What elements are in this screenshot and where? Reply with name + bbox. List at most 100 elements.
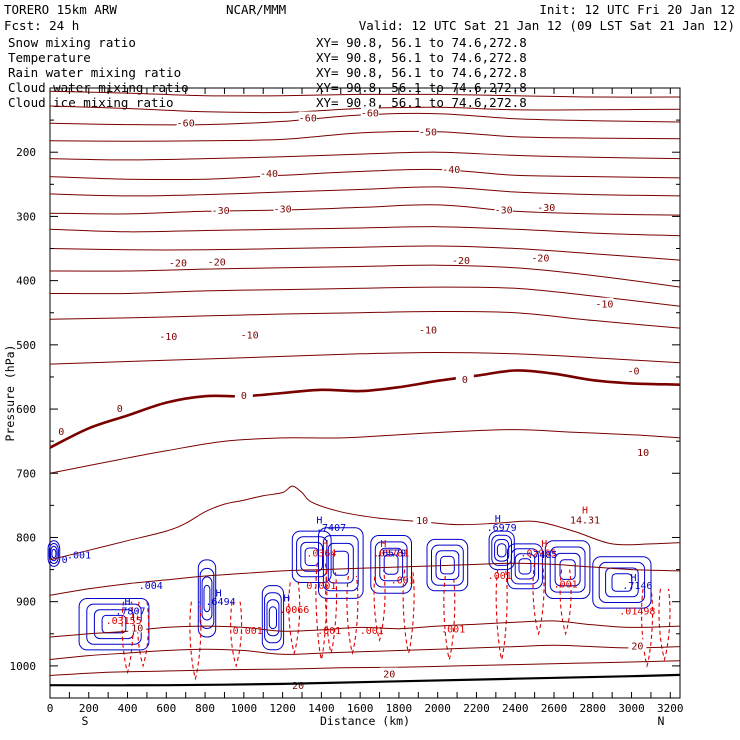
y-tick-label: 1000 bbox=[10, 660, 37, 673]
contour-label-bg bbox=[442, 162, 461, 174]
cloud-water-contour-label: .7146 bbox=[622, 581, 652, 592]
temperature-contour bbox=[49, 660, 681, 676]
temperature-contour bbox=[49, 562, 681, 596]
cloud-water-contour-label: .004 bbox=[139, 581, 163, 592]
temperature-contour-label: -10 bbox=[595, 300, 613, 311]
cloud-water-contour bbox=[554, 552, 581, 587]
valid-time: Valid: 12 UTC Sat 21 Jan 12 (09 LST Sat … bbox=[359, 18, 735, 33]
cloud-water-contour bbox=[322, 535, 359, 592]
temperature-contour-label: 0 bbox=[58, 427, 64, 438]
cloud-water-contour bbox=[549, 546, 586, 593]
cloud-water-contour bbox=[203, 584, 211, 613]
cloud-water-contour bbox=[598, 561, 646, 604]
temperature-contour-label: -30 bbox=[537, 203, 555, 214]
endpoint-right: N bbox=[658, 714, 665, 728]
rain-contour-label: 0.001 bbox=[306, 581, 336, 592]
axes: 0 200 400 600 800 1000 1200 1400 1600 1800 2000 220… bbox=[10, 87, 684, 715]
contour-label-bg bbox=[159, 329, 178, 341]
cloud-water-contour bbox=[379, 547, 404, 582]
y-tick-label: 800 bbox=[16, 531, 36, 544]
y-tick-label: 900 bbox=[16, 596, 36, 609]
cloud-water-contour bbox=[48, 543, 59, 564]
temperature-contour-label: -10 bbox=[159, 332, 177, 343]
contour-label-bg bbox=[380, 667, 399, 679]
temperature-contour bbox=[49, 644, 681, 660]
high-marker: H bbox=[582, 506, 588, 517]
rain-contour-label: .001 bbox=[441, 625, 465, 636]
cloud-water-contour-label: .7407 bbox=[316, 523, 346, 534]
cloud-water-contour-label: .6494 bbox=[206, 597, 236, 608]
temperature-contour bbox=[49, 351, 681, 365]
y-tick-label: 200 bbox=[16, 146, 36, 159]
cloud-water-contour bbox=[50, 545, 58, 562]
cloud-water-contour bbox=[605, 567, 639, 598]
cloud-water-contour bbox=[544, 540, 591, 600]
legend-entry-xy: XY= 90.8, 56.1 to 74.6,272.8 bbox=[316, 65, 527, 80]
cloud-water-contour bbox=[332, 550, 349, 576]
cloud-water-contour-label: .0 bbox=[56, 555, 68, 566]
cloud-water-contour bbox=[318, 527, 364, 599]
y-tick-label: 500 bbox=[16, 339, 36, 352]
cloud-water-contour-label: .7807 bbox=[115, 607, 145, 618]
temperature-contour-label: -40 bbox=[442, 165, 460, 176]
temperature-contour bbox=[49, 105, 681, 114]
cloud-water-contour-label: .6979 bbox=[487, 523, 517, 534]
rain-contour bbox=[559, 569, 572, 636]
cloud-water-contour bbox=[383, 554, 399, 575]
cloud-water-contour bbox=[264, 592, 282, 644]
x-tick-label: 1600 bbox=[347, 702, 374, 715]
source-label: NCAR/MMM bbox=[226, 2, 286, 17]
contour-label-bg bbox=[419, 323, 437, 335]
temperature-contour-label: 10 bbox=[131, 623, 143, 634]
y-tick-label: 600 bbox=[16, 403, 36, 416]
y-tick-label: 400 bbox=[16, 275, 36, 288]
cloud-water-contour bbox=[494, 539, 510, 562]
contour-label-bg bbox=[128, 621, 147, 633]
temperature-contour-label: -10 bbox=[419, 325, 437, 336]
rain-contour bbox=[325, 569, 338, 655]
contour-label-bg bbox=[298, 111, 317, 123]
init-time: Init: 12 UTC Fri 20 Jan 12 bbox=[539, 2, 735, 17]
temperature-contour-label: -30 bbox=[212, 206, 230, 217]
cloud-water-contour bbox=[370, 535, 412, 594]
cloud-water-contour bbox=[47, 540, 61, 567]
forecast-hour: Fcst: 24 h bbox=[4, 18, 79, 33]
contour-label-bg bbox=[273, 202, 292, 214]
x-tick-label: 2200 bbox=[463, 702, 490, 715]
x-tick-label: 600 bbox=[156, 702, 176, 715]
temperature-contour bbox=[49, 112, 681, 126]
x-tick-label: 3000 bbox=[618, 702, 645, 715]
temperature-contour-label: -60 bbox=[361, 108, 379, 119]
y-tick-label: 300 bbox=[16, 210, 36, 223]
temperature-contour bbox=[49, 286, 681, 307]
cloud-water-contour bbox=[199, 567, 215, 630]
temperature-contour bbox=[49, 245, 681, 261]
contour-label-bg bbox=[624, 364, 643, 376]
rain-contour bbox=[641, 588, 654, 668]
temperature-contour-label: 0 bbox=[117, 404, 123, 415]
temperature-contour-label: -30 bbox=[274, 205, 292, 216]
temperature-contour bbox=[49, 90, 681, 98]
rain-contour-label: .05781 bbox=[373, 549, 409, 560]
contour-label-bg bbox=[360, 106, 379, 118]
cloud-water-contour-label: .6579 bbox=[376, 549, 406, 560]
contour-label-bg bbox=[234, 388, 253, 400]
cloud-water-contour bbox=[101, 614, 127, 634]
x-tick-label: 200 bbox=[79, 702, 99, 715]
temperature-contour bbox=[49, 226, 681, 237]
cloud-water-contour bbox=[197, 559, 217, 638]
temperature-contour-label: 10 bbox=[416, 516, 428, 527]
rain-contour bbox=[495, 569, 508, 662]
cloud-water-contour bbox=[611, 573, 633, 592]
temperature-contour-label: -50 bbox=[419, 128, 437, 139]
cloud-water-contour bbox=[300, 541, 323, 572]
temperature-contour bbox=[49, 310, 681, 329]
rain-contour bbox=[288, 582, 301, 655]
x-tick-label: 2800 bbox=[580, 702, 607, 715]
endpoint-left: S bbox=[82, 714, 89, 728]
temperature-contour-label: 20 bbox=[383, 670, 395, 681]
rain-contour bbox=[346, 575, 359, 655]
x-tick-label: 3200 bbox=[657, 702, 684, 715]
temperature-contour-label: -10 bbox=[241, 331, 259, 342]
cloud-water-contour bbox=[201, 576, 213, 621]
